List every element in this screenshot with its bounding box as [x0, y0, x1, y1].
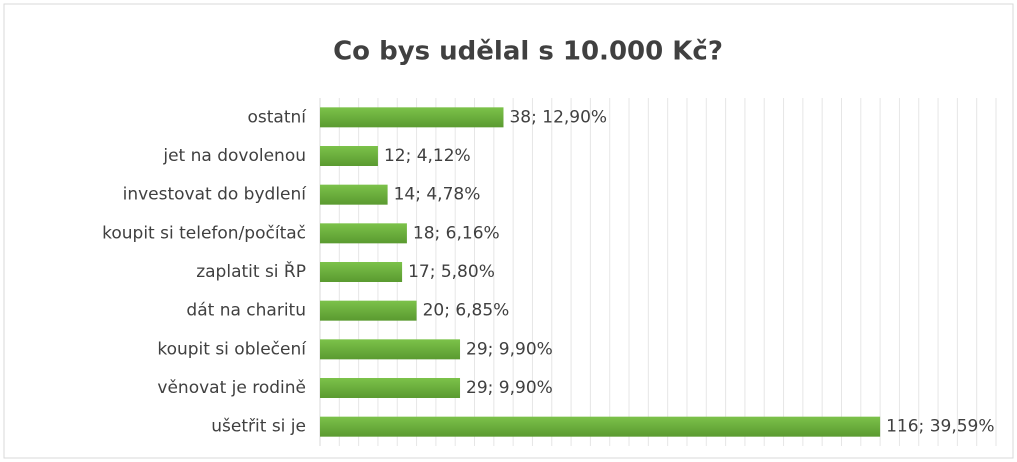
bar: [320, 146, 378, 166]
y-tick-label: dát na charitu: [186, 301, 306, 321]
y-tick-label: koupit si oblečení: [157, 339, 307, 359]
y-tick-label: věnovat je rodině: [157, 378, 306, 398]
chart-title: Co bys udělal s 10.000 Kč?: [333, 37, 723, 67]
bar: [320, 184, 388, 205]
y-tick-label: zaplatit si ŘP: [196, 260, 306, 282]
data-label: 14; 4,78%: [394, 185, 481, 205]
chart-frame: [3, 3, 1014, 459]
data-label: 18; 6,16%: [413, 223, 500, 243]
data-label: 20; 6,85%: [423, 301, 510, 321]
data-label: 29; 9,90%: [466, 339, 553, 359]
bar: [320, 223, 407, 244]
y-tick-label: investovat do bydlení: [123, 185, 308, 205]
bar: [320, 378, 461, 398]
data-label: 12; 4,12%: [384, 146, 471, 166]
bar: [320, 339, 461, 360]
y-tick-label: jet na dovolenou: [162, 146, 306, 166]
bar: [320, 300, 417, 321]
data-label: 38; 12,90%: [509, 107, 607, 127]
data-label: 116; 39,59%: [886, 417, 994, 437]
y-tick-label: ostatní: [247, 107, 307, 127]
bar: [320, 416, 881, 437]
data-label: 17; 5,80%: [408, 262, 495, 282]
data-label: 29; 9,90%: [466, 378, 553, 398]
y-tick-label: ušetřit si je: [211, 417, 306, 437]
bar: [320, 262, 403, 282]
bar: [320, 107, 504, 128]
y-tick-label: koupit si telefon/počítač: [102, 223, 306, 243]
